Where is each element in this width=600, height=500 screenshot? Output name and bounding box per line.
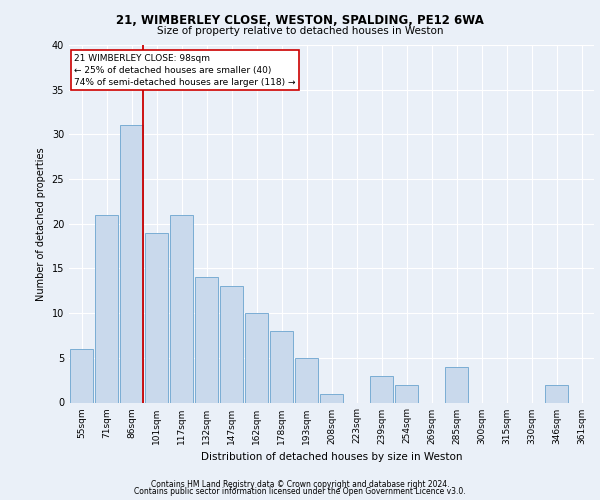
Bar bbox=[70, 349, 94, 403]
Bar bbox=[220, 286, 244, 403]
Bar bbox=[245, 313, 268, 402]
Bar bbox=[269, 331, 293, 402]
Bar bbox=[119, 126, 143, 402]
Bar bbox=[170, 215, 193, 402]
Text: Contains HM Land Registry data © Crown copyright and database right 2024.: Contains HM Land Registry data © Crown c… bbox=[151, 480, 449, 489]
Text: Contains public sector information licensed under the Open Government Licence v3: Contains public sector information licen… bbox=[134, 487, 466, 496]
Y-axis label: Number of detached properties: Number of detached properties bbox=[36, 147, 46, 300]
Bar bbox=[194, 278, 218, 402]
Bar bbox=[95, 215, 118, 402]
Bar bbox=[395, 384, 418, 402]
Bar bbox=[445, 367, 469, 402]
Bar bbox=[145, 232, 169, 402]
Text: 21 WIMBERLEY CLOSE: 98sqm
← 25% of detached houses are smaller (40)
74% of semi-: 21 WIMBERLEY CLOSE: 98sqm ← 25% of detac… bbox=[74, 54, 296, 86]
Bar bbox=[545, 384, 568, 402]
X-axis label: Distribution of detached houses by size in Weston: Distribution of detached houses by size … bbox=[201, 452, 462, 462]
Bar bbox=[295, 358, 319, 403]
Bar bbox=[320, 394, 343, 402]
Bar bbox=[370, 376, 394, 402]
Text: 21, WIMBERLEY CLOSE, WESTON, SPALDING, PE12 6WA: 21, WIMBERLEY CLOSE, WESTON, SPALDING, P… bbox=[116, 14, 484, 27]
Text: Size of property relative to detached houses in Weston: Size of property relative to detached ho… bbox=[157, 26, 443, 36]
